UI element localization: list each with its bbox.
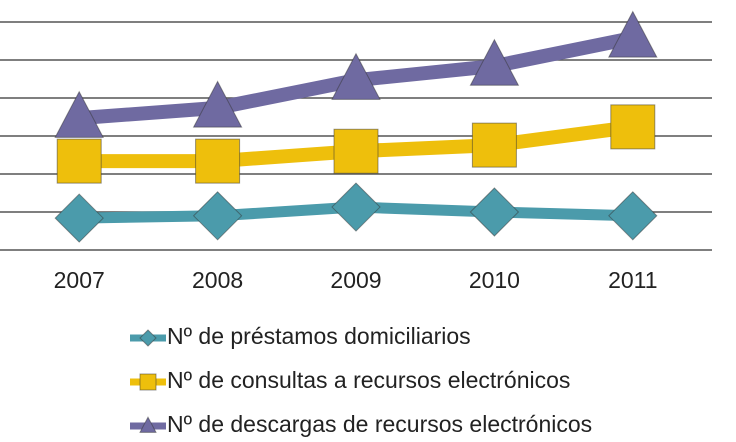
legend-label: Nº de descargas de recursos electrónicos (167, 411, 592, 437)
legend-label: Nº de consultas a recursos electrónicos (167, 367, 570, 393)
marker (139, 373, 157, 391)
x-tick-label: 2009 (330, 267, 381, 293)
marker (608, 191, 658, 241)
marker (469, 187, 520, 237)
marker (610, 104, 656, 150)
legend-label: Nº de préstamos domiciliarios (167, 323, 471, 349)
marker (54, 90, 105, 138)
marker (56, 138, 102, 184)
marker (331, 52, 381, 100)
marker (331, 182, 381, 232)
marker (469, 38, 520, 86)
x-tick-label: 2011 (608, 267, 657, 293)
marker (607, 10, 658, 58)
marker (192, 191, 243, 241)
x-tick-label: 2008 (192, 267, 243, 293)
marker (139, 329, 157, 347)
x-tick-label: 2010 (469, 267, 520, 293)
marker (192, 80, 243, 128)
marker (139, 416, 157, 433)
marker (54, 193, 104, 243)
marker (333, 128, 379, 174)
marker (471, 122, 517, 168)
marker (195, 138, 241, 184)
x-tick-label: 2007 (54, 267, 105, 293)
